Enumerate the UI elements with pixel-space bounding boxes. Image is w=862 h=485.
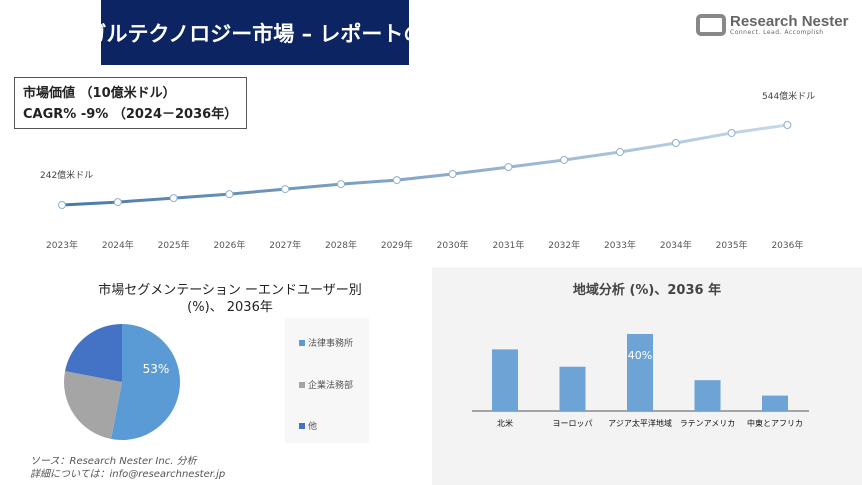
data-point [113,198,122,207]
x-tick-label: 2031年 [492,239,524,251]
x-tick-label: 2027年 [269,239,301,251]
data-point [58,201,66,209]
data-point [337,180,345,189]
pie-legend: 法律事務所 企業法務部 他 [285,318,369,443]
x-tick-label: 2026年 [213,239,245,251]
x-tick-label: 2025年 [158,239,190,251]
logo-tagline: Connect. Lead. Accomplish [730,29,824,36]
x-tick-label: ヨーロッパ [553,419,593,428]
pie-data-label: 53% [143,362,170,376]
pie-chart: 53% [63,324,180,440]
pie-slice [65,324,122,382]
contact-line: 詳細については：info@researchnester.jp [30,469,226,480]
legend-label: 企業法務部 [308,381,354,391]
x-tick-label: 2023年 [46,239,78,251]
data-point [281,185,290,194]
bar-data-label: 40% [628,349,652,362]
data-point [169,194,178,203]
legend-item: 他 [299,419,317,432]
x-tick-label: 北米 [497,418,513,428]
x-tick-label: 2024年 [102,239,134,251]
source-line: ソース：Research Nester Inc. 分析 [30,456,197,467]
end-annotation: 544億米ドル [762,90,815,102]
x-tick-label: 2034年 [660,239,692,251]
logo: Research Nester Connect. Lead. Accomplis… [696,14,848,36]
bar [559,366,586,411]
data-point [783,121,792,129]
bar-chart: 北米 ヨーロッパ アジア太平洋地域 40% ラテンアメリカ 中東とアフリカ [472,334,809,428]
logo-name: Research Nester [730,13,849,30]
pie-slice [63,371,122,439]
data-point [727,128,736,137]
data-point [225,190,234,199]
legend-label: 法律事務所 [308,339,354,349]
legend-swatch [299,339,305,346]
pie-slice [111,324,180,440]
legend-swatch [299,381,305,388]
legend-label: 他 [308,422,318,432]
bar [762,395,788,411]
page-title: リーガルテクノロジー市場 – レポートの洞察 [44,0,466,65]
x-tick-label: 2029年 [381,239,413,251]
x-tick-label: 2028年 [325,239,357,251]
source-note: ソース：Research Nester Inc. 分析 詳細については：info… [30,455,225,481]
legend-item: 法律事務所 [299,336,353,349]
regional-panel: 地域分析 (%)、2036 年 北米 ヨーロッパ アジア太平洋地域 40% ラテンアメリ… [432,267,862,485]
data-point [448,170,457,179]
x-tick-label: 2035年 [716,239,748,251]
data-point [392,176,401,185]
line-chart: 2023年 2024年 2025年 2026年 2027年 2028年 2029年 2030年… [40,90,815,251]
start-annotation: 242億米ドル [40,169,93,181]
bar-title: 地域分析 (%)、2036 年 [572,283,722,298]
market-value-label: 市場価値 （10億米ドル） [23,86,176,101]
x-tick-label: ラテンアメリカ [680,419,736,428]
data-point [504,163,513,172]
info-box: 市場価値 （10億米ドル） CAGR% -9% （2024－2036年） [14,77,247,129]
data-point [671,139,680,148]
legend-item: 企業法務部 [299,378,353,391]
x-tick-label: 2030年 [437,239,469,251]
x-tick-label: アジア太平洋地域 [608,418,672,428]
logo-mark-icon [696,14,726,36]
bar [492,349,518,411]
legend-swatch [299,422,305,429]
x-tick-label: 2033年 [604,239,636,251]
x-tick-label: 2036年 [771,239,803,251]
bar [694,380,721,411]
data-point [560,155,569,164]
series-line [61,123,788,207]
x-tick-label: 2032年 [548,239,580,251]
cagr-label: CAGR% -9% （2024－2036年） [23,107,238,122]
data-point [616,148,624,157]
pie-title: 市場セグメンテーション ーエンドユーザー別 (%)、 2036年 [98,283,362,315]
x-tick-label: 中東とアフリカ [747,418,803,428]
bar [627,334,653,411]
